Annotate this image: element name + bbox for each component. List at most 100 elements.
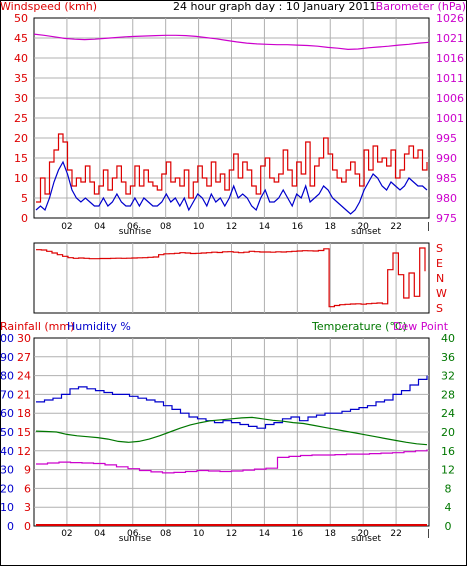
windspeed-tick: 45 <box>14 32 28 45</box>
rainfall-tick: 15 <box>17 426 31 439</box>
x-tick-label: 10 <box>193 222 205 232</box>
temperature-tick: 4 <box>445 501 452 514</box>
windspeed-tick: 20 <box>14 132 28 145</box>
humidity-line <box>36 375 428 429</box>
end-of-day-label: | <box>427 222 430 232</box>
humidity-tick: 50 <box>0 426 14 439</box>
x-tick-label: 22 <box>390 222 401 232</box>
wind-direction-line <box>36 247 426 308</box>
sunrise-label: sunrise <box>119 227 152 237</box>
windspeed-tick: 15 <box>14 152 28 165</box>
humidity-tick: 60 <box>0 407 14 420</box>
x-tick-label: 06 <box>127 529 139 539</box>
barometer-tick: 1016 <box>436 52 464 65</box>
x-tick-label: 10 <box>193 529 205 539</box>
temperature-tick: 36 <box>441 351 455 364</box>
temperature-tick: 16 <box>441 445 455 458</box>
x-tick-label: 20 <box>357 222 369 232</box>
x-tick-label: 02 <box>61 222 72 232</box>
barometer-tick: 985 <box>436 172 457 185</box>
barometer-tick: 980 <box>436 192 457 205</box>
humidity-tick: 10 <box>0 501 14 514</box>
barometer-tick: 1021 <box>436 32 464 45</box>
humidity-axis-label: Humidity % <box>67 320 131 333</box>
rainfall-tick: 3 <box>24 501 31 514</box>
rainfall-tick: 6 <box>24 482 31 495</box>
windspeed-tick: 35 <box>14 72 28 85</box>
barometer-tick: 975 <box>436 212 457 225</box>
rainfall-tick: 30 <box>17 332 31 345</box>
windspeed-tick: 30 <box>14 92 28 105</box>
temperature-tick: 0 <box>445 520 452 533</box>
x-tick-label: 02 <box>61 529 72 539</box>
rainfall-axis-label: Rainfall (mm) <box>0 320 74 333</box>
windspeed-tick: 50 <box>14 12 28 25</box>
x-tick-label: 18 <box>325 222 337 232</box>
temperature-axis-label: Temperature (°C) <box>311 320 407 333</box>
temperature-tick: 40 <box>441 332 455 345</box>
x-tick-label: 04 <box>94 222 106 232</box>
barometer-tick: 1001 <box>436 112 464 125</box>
barometer-tick: 990 <box>436 152 457 165</box>
rainfall-tick: 9 <box>24 464 31 477</box>
direction-tick: W <box>436 287 447 300</box>
humidity-tick: 80 <box>0 370 14 383</box>
x-tick-label: 16 <box>292 222 304 232</box>
temperature-tick: 20 <box>441 426 455 439</box>
dewpoint-axis-label: Dew Point <box>393 320 449 333</box>
x-tick-label: 16 <box>292 529 304 539</box>
x-tick-label: 08 <box>160 529 172 539</box>
x-tick-label: 06 <box>127 222 139 232</box>
x-tick-label: 04 <box>94 529 106 539</box>
humidity-tick: 70 <box>0 388 14 401</box>
temperature-tick: 28 <box>441 388 455 401</box>
humidity-tick: 100 <box>0 332 14 345</box>
direction-tick: N <box>436 272 444 285</box>
windspeed-tick: 25 <box>14 112 28 125</box>
rainfall-tick: 0 <box>24 520 31 533</box>
windspeed-tick: 40 <box>14 52 28 65</box>
end-of-day-label: | <box>427 529 430 539</box>
sunset-label: sunset <box>351 534 381 544</box>
sunset-label: sunset <box>351 227 381 237</box>
wind-gust-line <box>36 133 428 203</box>
x-tick-label: 12 <box>226 222 237 232</box>
avg-wind-line <box>35 160 428 215</box>
x-tick-label: 22 <box>390 529 401 539</box>
x-tick-label: 12 <box>226 529 237 539</box>
x-tick-label: 20 <box>357 529 369 539</box>
barometer-tick: 1011 <box>436 72 464 85</box>
temperature-tick: 8 <box>445 482 452 495</box>
sunrise-label: sunrise <box>119 534 152 544</box>
direction-tick: S <box>436 242 443 255</box>
barometer-axis-label: Barometer (hPa) <box>376 0 466 13</box>
x-tick-label: 14 <box>259 222 271 232</box>
windspeed-tick: 0 <box>21 212 28 225</box>
rainfall-tick: 12 <box>17 445 31 458</box>
barometer-tick: 1006 <box>436 92 464 105</box>
rainfall-tick: 18 <box>17 407 31 420</box>
barometer-line <box>33 33 430 51</box>
direction-tick: E <box>436 257 443 270</box>
temperature-tick: 32 <box>441 370 455 383</box>
rainfall-tick: 27 <box>17 351 31 364</box>
temperature-tick: 12 <box>441 464 455 477</box>
rainfall-tick: 24 <box>17 370 31 383</box>
windspeed-tick: 10 <box>14 172 28 185</box>
humidity-tick: 30 <box>0 464 14 477</box>
chart-title: 24 hour graph day : 10 January 2011 <box>173 0 377 13</box>
humidity-tick: 40 <box>0 445 14 458</box>
barometer-tick: 1026 <box>436 12 464 25</box>
windspeed-axis-label: Windspeed (kmh) <box>0 0 97 13</box>
x-tick-label: 08 <box>160 222 172 232</box>
direction-tick: S <box>436 302 443 315</box>
rainfall-tick: 21 <box>17 388 31 401</box>
humidity-tick: 0 <box>7 520 14 533</box>
x-tick-label: 14 <box>259 529 271 539</box>
humidity-tick: 20 <box>0 482 14 495</box>
windspeed-tick: 5 <box>21 192 28 205</box>
x-tick-label: 18 <box>325 529 337 539</box>
dewpoint-line <box>36 449 428 474</box>
barometer-tick: 995 <box>436 132 457 145</box>
